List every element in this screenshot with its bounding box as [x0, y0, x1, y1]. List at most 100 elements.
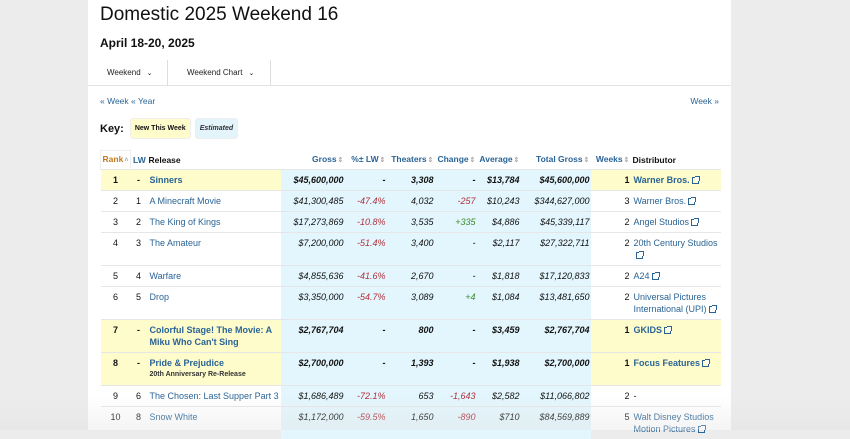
release-link[interactable]: Pride & Prejudice — [150, 358, 225, 368]
rank-header: Rank — [103, 154, 124, 164]
lw-cell: - — [131, 353, 147, 386]
rank-cell: 4 — [101, 233, 131, 266]
weeks-cell: 2 — [591, 212, 631, 233]
sort-total-gross[interactable]: Total Gross⇕ — [521, 151, 591, 170]
total-gross-cell: $45,600,000 — [521, 170, 591, 191]
total-gross-cell: $84,569,889 — [521, 407, 591, 439]
pct-lw-cell: -59.5% — [345, 407, 387, 439]
change-cell: - — [435, 170, 477, 191]
release-link[interactable]: A Minecraft Movie — [150, 196, 222, 206]
release-header: Release — [147, 151, 281, 170]
rank-cell: 3 — [101, 212, 131, 233]
total-gross-cell: $17,120,833 — [521, 266, 591, 287]
weekend-dropdown[interactable]: Weekend⌄ — [88, 60, 168, 85]
gross-cell: $1,172,000 — [281, 407, 345, 439]
prev-year-link[interactable]: « Year — [131, 96, 155, 106]
lw-cell: 5 — [131, 287, 147, 320]
lw-cell: 4 — [131, 266, 147, 287]
distributor-link[interactable]: Focus Features — [634, 358, 710, 368]
distributor-name: 20th Century Studios — [634, 238, 718, 248]
total-gross-header: Total Gross — [536, 154, 583, 164]
weeks-cell: 1 — [591, 353, 631, 386]
pct-lw-cell: -10.8% — [345, 212, 387, 233]
gross-cell: $45,600,000 — [281, 170, 345, 191]
chevron-down-icon: ⌄ — [248, 69, 254, 77]
weeks-cell: 5 — [591, 407, 631, 439]
distributor-name: Focus Features — [634, 358, 701, 368]
gross-cell: $17,273,869 — [281, 212, 345, 233]
distributor-link[interactable]: GKIDS — [634, 325, 672, 335]
sort-weeks[interactable]: Weeks⇕ — [591, 151, 631, 170]
lw-cell: 3 — [131, 233, 147, 266]
average-header: Average — [479, 154, 512, 164]
weekend-dropdown-label: Weekend — [107, 68, 141, 77]
sort-change[interactable]: Change⇕ — [435, 151, 477, 170]
gross-cell: $2,700,000 — [281, 353, 345, 386]
release-link[interactable]: Snow White — [150, 412, 198, 422]
total-gross-cell: $27,322,711 — [521, 233, 591, 266]
total-gross-cell: $344,627,000 — [521, 191, 591, 212]
pct-lw-header: %± LW — [351, 154, 378, 164]
distributor-link[interactable]: A24 — [634, 271, 659, 281]
change-cell: +4 — [435, 287, 477, 320]
distributor-link[interactable]: Warner Bros. — [634, 196, 696, 206]
average-cell: $3,459 — [477, 320, 521, 353]
theaters-cell: 3,535 — [387, 212, 435, 233]
distributor-link[interactable]: 20th Century Studios — [634, 238, 718, 260]
sort-icon: ⇕ — [514, 157, 520, 164]
page: Domestic 2025 Weekend 16 April 18-20, 20… — [88, 0, 731, 430]
pct-lw-cell: -54.7% — [345, 287, 387, 320]
distributor-name: Warner Bros. — [634, 196, 687, 206]
theaters-cell: 1,650 — [387, 407, 435, 439]
release-link[interactable]: Sinners — [150, 175, 183, 185]
distributor-link[interactable]: Angel Studios — [634, 217, 699, 227]
release-link[interactable]: Drop — [150, 292, 170, 302]
release-link[interactable]: Warfare — [150, 271, 182, 281]
sort-gross[interactable]: Gross⇕ — [281, 151, 345, 170]
prev-week-link[interactable]: « Week — [100, 96, 129, 106]
sort-icon: ⇕ — [428, 157, 434, 164]
weeks-cell: 1 — [591, 170, 631, 191]
release-link[interactable]: Colorful Stage! The Movie: A Miku Who Ca… — [150, 325, 272, 347]
rank-cell: 9 — [101, 386, 131, 407]
next-week-link[interactable]: Week » — [690, 96, 719, 106]
average-cell: $4,886 — [477, 212, 521, 233]
average-cell: $1,818 — [477, 266, 521, 287]
release-link[interactable]: The Chosen: Last Supper Part 3 — [150, 391, 279, 401]
weeks-cell: 2 — [591, 233, 631, 266]
lw-cell: 1 — [131, 191, 147, 212]
average-cell: $1,938 — [477, 353, 521, 386]
rank-cell: 8 — [101, 353, 131, 386]
rank-cell: 7 — [101, 320, 131, 353]
distributor-link[interactable]: Walt Disney Studios Motion Pictures — [634, 412, 714, 434]
distributor-link[interactable]: Universal Pictures International (UPI) — [634, 292, 716, 314]
sort-lw[interactable]: LW — [131, 151, 147, 170]
distributor-name: Universal Pictures International (UPI) — [634, 292, 707, 314]
release-link[interactable]: The Amateur — [150, 238, 202, 248]
distributor-header: Distributor — [631, 151, 721, 170]
theaters-cell: 1,393 — [387, 353, 435, 386]
sort-average[interactable]: Average⇕ — [477, 151, 521, 170]
distributor-link[interactable]: Warner Bros. — [634, 175, 699, 185]
theaters-cell: 3,089 — [387, 287, 435, 320]
release-link[interactable]: The King of Kings — [150, 217, 221, 227]
average-cell: $1,084 — [477, 287, 521, 320]
sort-theaters[interactable]: Theaters⇕ — [387, 151, 435, 170]
weeks-cell: 3 — [591, 191, 631, 212]
total-gross-cell: $45,339,117 — [521, 212, 591, 233]
rank-cell: 10 — [101, 407, 131, 439]
change-cell: - — [435, 233, 477, 266]
page-title: Domestic 2025 Weekend 16 — [100, 4, 338, 26]
external-link-icon — [688, 198, 695, 205]
sort-pct-lw[interactable]: %± LW⇕ — [345, 151, 387, 170]
estimated-badge: Estimated — [195, 118, 238, 139]
sort-rank[interactable]: Rank˄ — [101, 151, 131, 170]
average-cell: $710 — [477, 407, 521, 439]
change-cell: - — [435, 353, 477, 386]
weekend-chart-dropdown[interactable]: Weekend Chart⌄ — [168, 60, 271, 85]
rank-cell: 1 — [101, 170, 131, 191]
